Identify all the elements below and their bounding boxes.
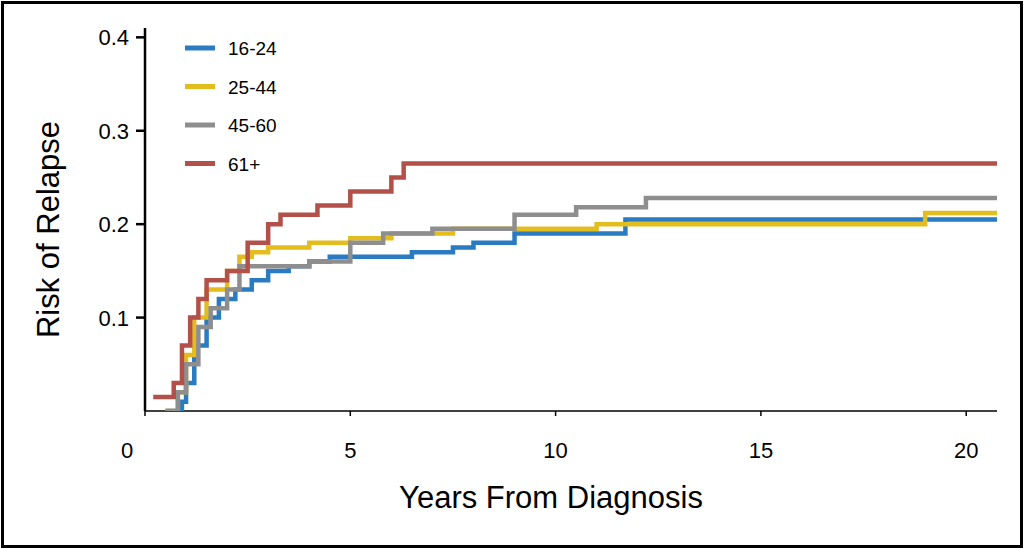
- x-tick: [760, 411, 762, 416]
- x-axis-line: [145, 410, 997, 412]
- y-tick-label: 0.3: [98, 119, 129, 144]
- x-axis-title: Years From Diagnosis: [399, 480, 703, 515]
- y-tick: [136, 36, 145, 39]
- plot-area: [153, 163, 997, 411]
- y-tick: [136, 223, 145, 226]
- x-tick: [965, 411, 967, 416]
- series-line: [166, 198, 997, 411]
- legend-swatch: [185, 123, 215, 128]
- y-tick-label: 0.1: [98, 306, 129, 331]
- x-tick: [350, 411, 352, 416]
- legend-swatch: [185, 161, 215, 166]
- x-tick-label: 15: [749, 438, 773, 463]
- chart: 0.1 0.2 0.3 0.4 0 5 10 15 20 Years From Diagnosis…: [0, 0, 1024, 549]
- legend-label: 45-60: [228, 115, 277, 136]
- y-tick: [136, 130, 145, 133]
- x-tick-label: 5: [344, 438, 356, 463]
- x-tick-label: 0: [121, 438, 133, 463]
- legend: 16-24 25-44 45-60 61+: [185, 38, 277, 175]
- series-line: [166, 213, 997, 411]
- x-tick: [555, 411, 557, 416]
- legend-label: 61+: [228, 154, 260, 175]
- series-line: [153, 163, 997, 397]
- x-tick-label: 20: [954, 438, 978, 463]
- x-tick-label: 10: [543, 438, 567, 463]
- legend-label: 25-44: [228, 77, 277, 98]
- x-tick: [144, 411, 146, 416]
- y-axis-title: Risk of Relapse: [31, 121, 66, 338]
- y-tick-label: 0.4: [98, 25, 129, 50]
- legend-swatch: [185, 84, 215, 89]
- y-tick: [136, 316, 145, 319]
- frame: [1, 1, 1023, 548]
- legend-swatch: [185, 46, 215, 51]
- y-tick-label: 0.2: [98, 212, 129, 237]
- legend-label: 16-24: [228, 38, 277, 59]
- y-axis-line: [144, 28, 147, 411]
